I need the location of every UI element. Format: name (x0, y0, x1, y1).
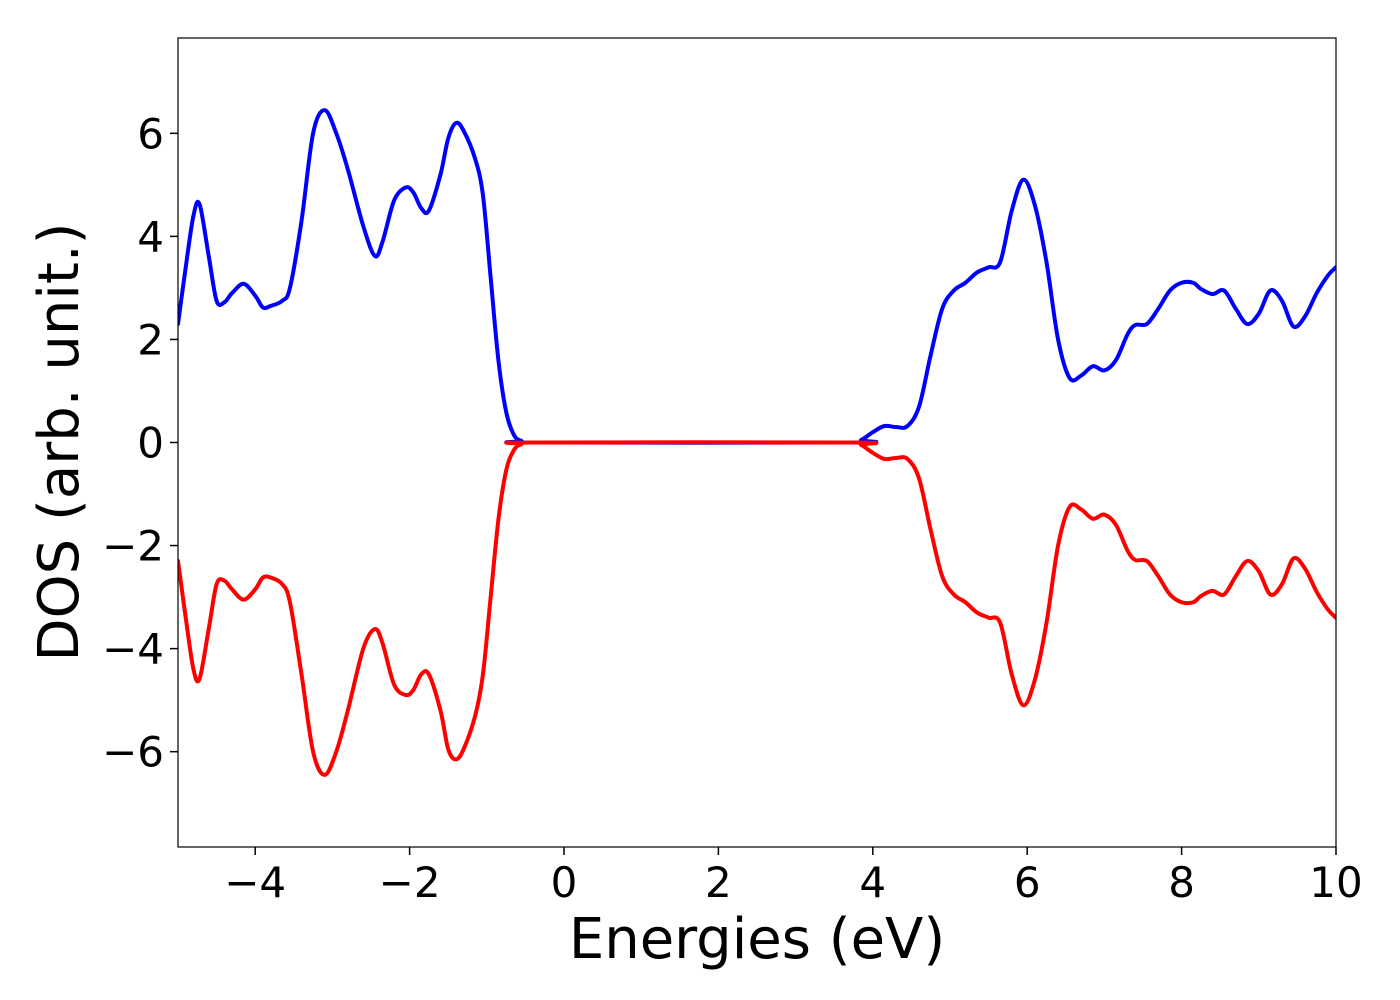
x-tick-label: 8 (1168, 858, 1195, 907)
y-tick-label: −2 (102, 522, 164, 571)
series-line-0 (178, 108, 1336, 445)
x-tick-label: 10 (1309, 858, 1362, 907)
y-axis-ticks: −6 −4 −2 0 2 4 6 (102, 109, 178, 777)
x-tick-label: −2 (379, 858, 441, 907)
x-tick-label: −4 (224, 858, 286, 907)
y-tick-label: −6 (102, 728, 164, 777)
x-tick-label: 2 (705, 858, 732, 907)
y-axis-title: DOS (arb. unit.) (27, 222, 92, 661)
y-tick-label: 2 (137, 315, 164, 364)
y-tick-label: 0 (137, 419, 164, 468)
x-axis-ticks: −4 −2 0 2 4 6 8 10 (224, 847, 1363, 907)
series-line-1 (178, 440, 1336, 777)
x-tick-label: 4 (859, 858, 886, 907)
x-axis-title: Energies (eV) (569, 907, 945, 972)
series-layer (178, 108, 1336, 777)
y-tick-label: 4 (137, 212, 164, 261)
x-tick-label: 6 (1014, 858, 1041, 907)
y-tick-label: −4 (102, 625, 164, 674)
x-tick-label: 0 (551, 858, 578, 907)
y-tick-label: 6 (137, 109, 164, 158)
